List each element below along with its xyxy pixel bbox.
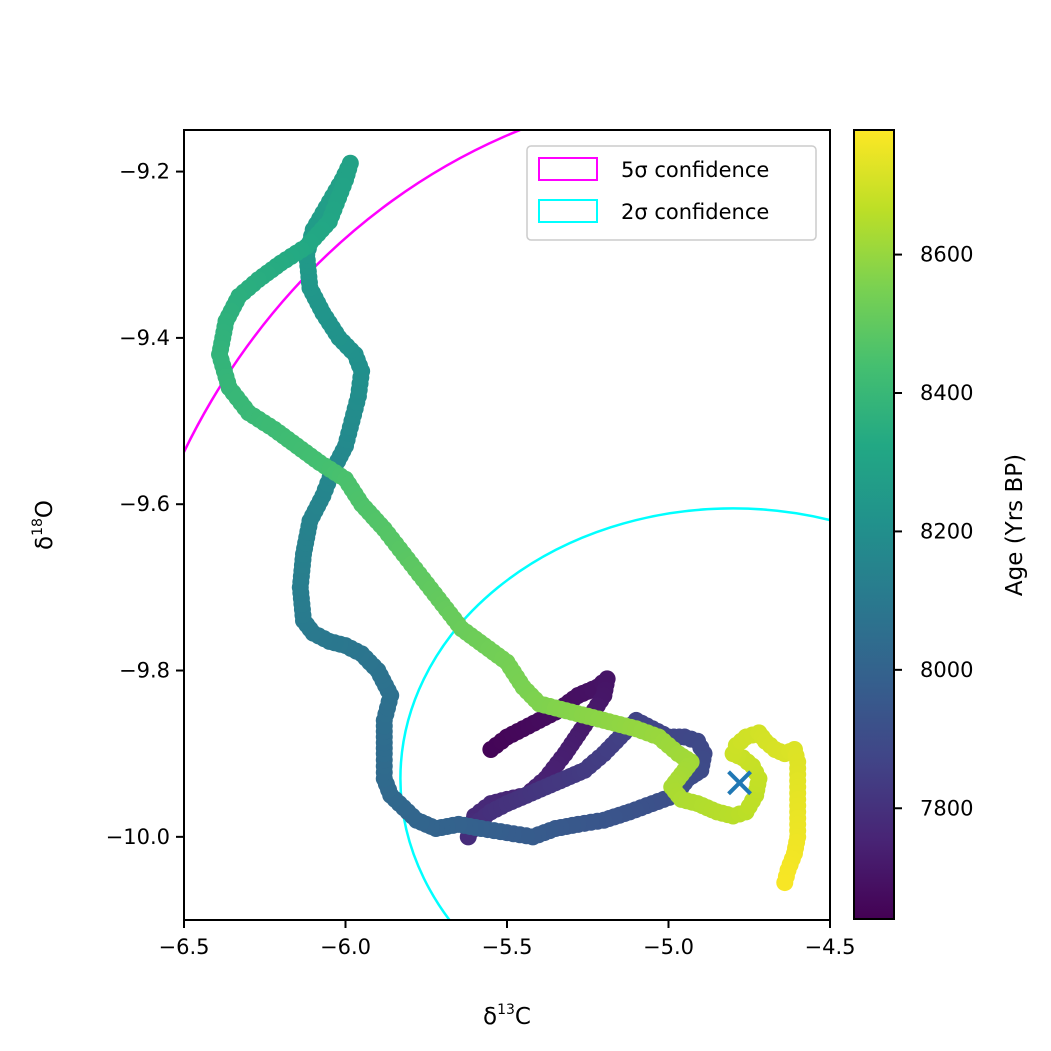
colorbar-tick-label: 7800 [920, 796, 973, 820]
legend-box [526, 145, 817, 241]
x-tick-label: −6.5 [159, 935, 210, 959]
y-tick-label: −9.2 [119, 160, 170, 184]
colorbar: 7800 8000 8200 8400 8600 Age (Yrs BP) [853, 129, 1028, 920]
colorbar-tick-label: 8000 [920, 658, 973, 682]
trajectory-points [211, 154, 807, 892]
legend-swatch-2sigma [538, 199, 598, 223]
y-tick-label: −10.0 [106, 825, 170, 849]
data-point [776, 874, 794, 892]
mean-marker [727, 770, 752, 796]
y-tick-label: −9.8 [119, 659, 170, 683]
legend: 5σ confidence 2σ confidence [526, 145, 817, 241]
mean-marker-stroke-b [727, 770, 752, 796]
x-tick-label: −5.5 [482, 935, 533, 959]
colorbar-gradient [853, 129, 895, 920]
colorbar-ticks: 7800 8000 8200 8400 8600 [894, 243, 973, 820]
y-tick-label: −9.6 [119, 492, 170, 516]
x-axis: −6.5 −6.0 −5.5 −5.0 −4.5 [159, 920, 856, 959]
colorbar-tick-label: 8600 [920, 243, 973, 267]
legend-label-2sigma: 2σ confidence [621, 200, 769, 224]
y-tick-label: −9.4 [119, 326, 170, 350]
colorbar-tick-label: 8200 [920, 519, 973, 543]
confidence-ellipse-2sigma [399, 507, 830, 920]
confidence-ellipses [184, 130, 830, 920]
colorbar-tick-label: 8400 [920, 381, 973, 405]
y-axis: −9.2 −9.4 −9.6 −9.8 −10.0 [106, 160, 184, 849]
legend-swatch-5sigma [538, 157, 598, 181]
x-tick-label: −4.5 [805, 935, 856, 959]
plot-area [183, 129, 831, 921]
x-axis-label: δ13C [483, 1002, 531, 1030]
x-tick-label: −5.0 [643, 935, 694, 959]
x-tick-label: −6.0 [320, 935, 371, 959]
y-axis-label: δ18O [30, 500, 58, 550]
legend-label-5sigma: 5σ confidence [621, 158, 769, 182]
colorbar-label: Age (Yrs BP) [1002, 454, 1028, 596]
